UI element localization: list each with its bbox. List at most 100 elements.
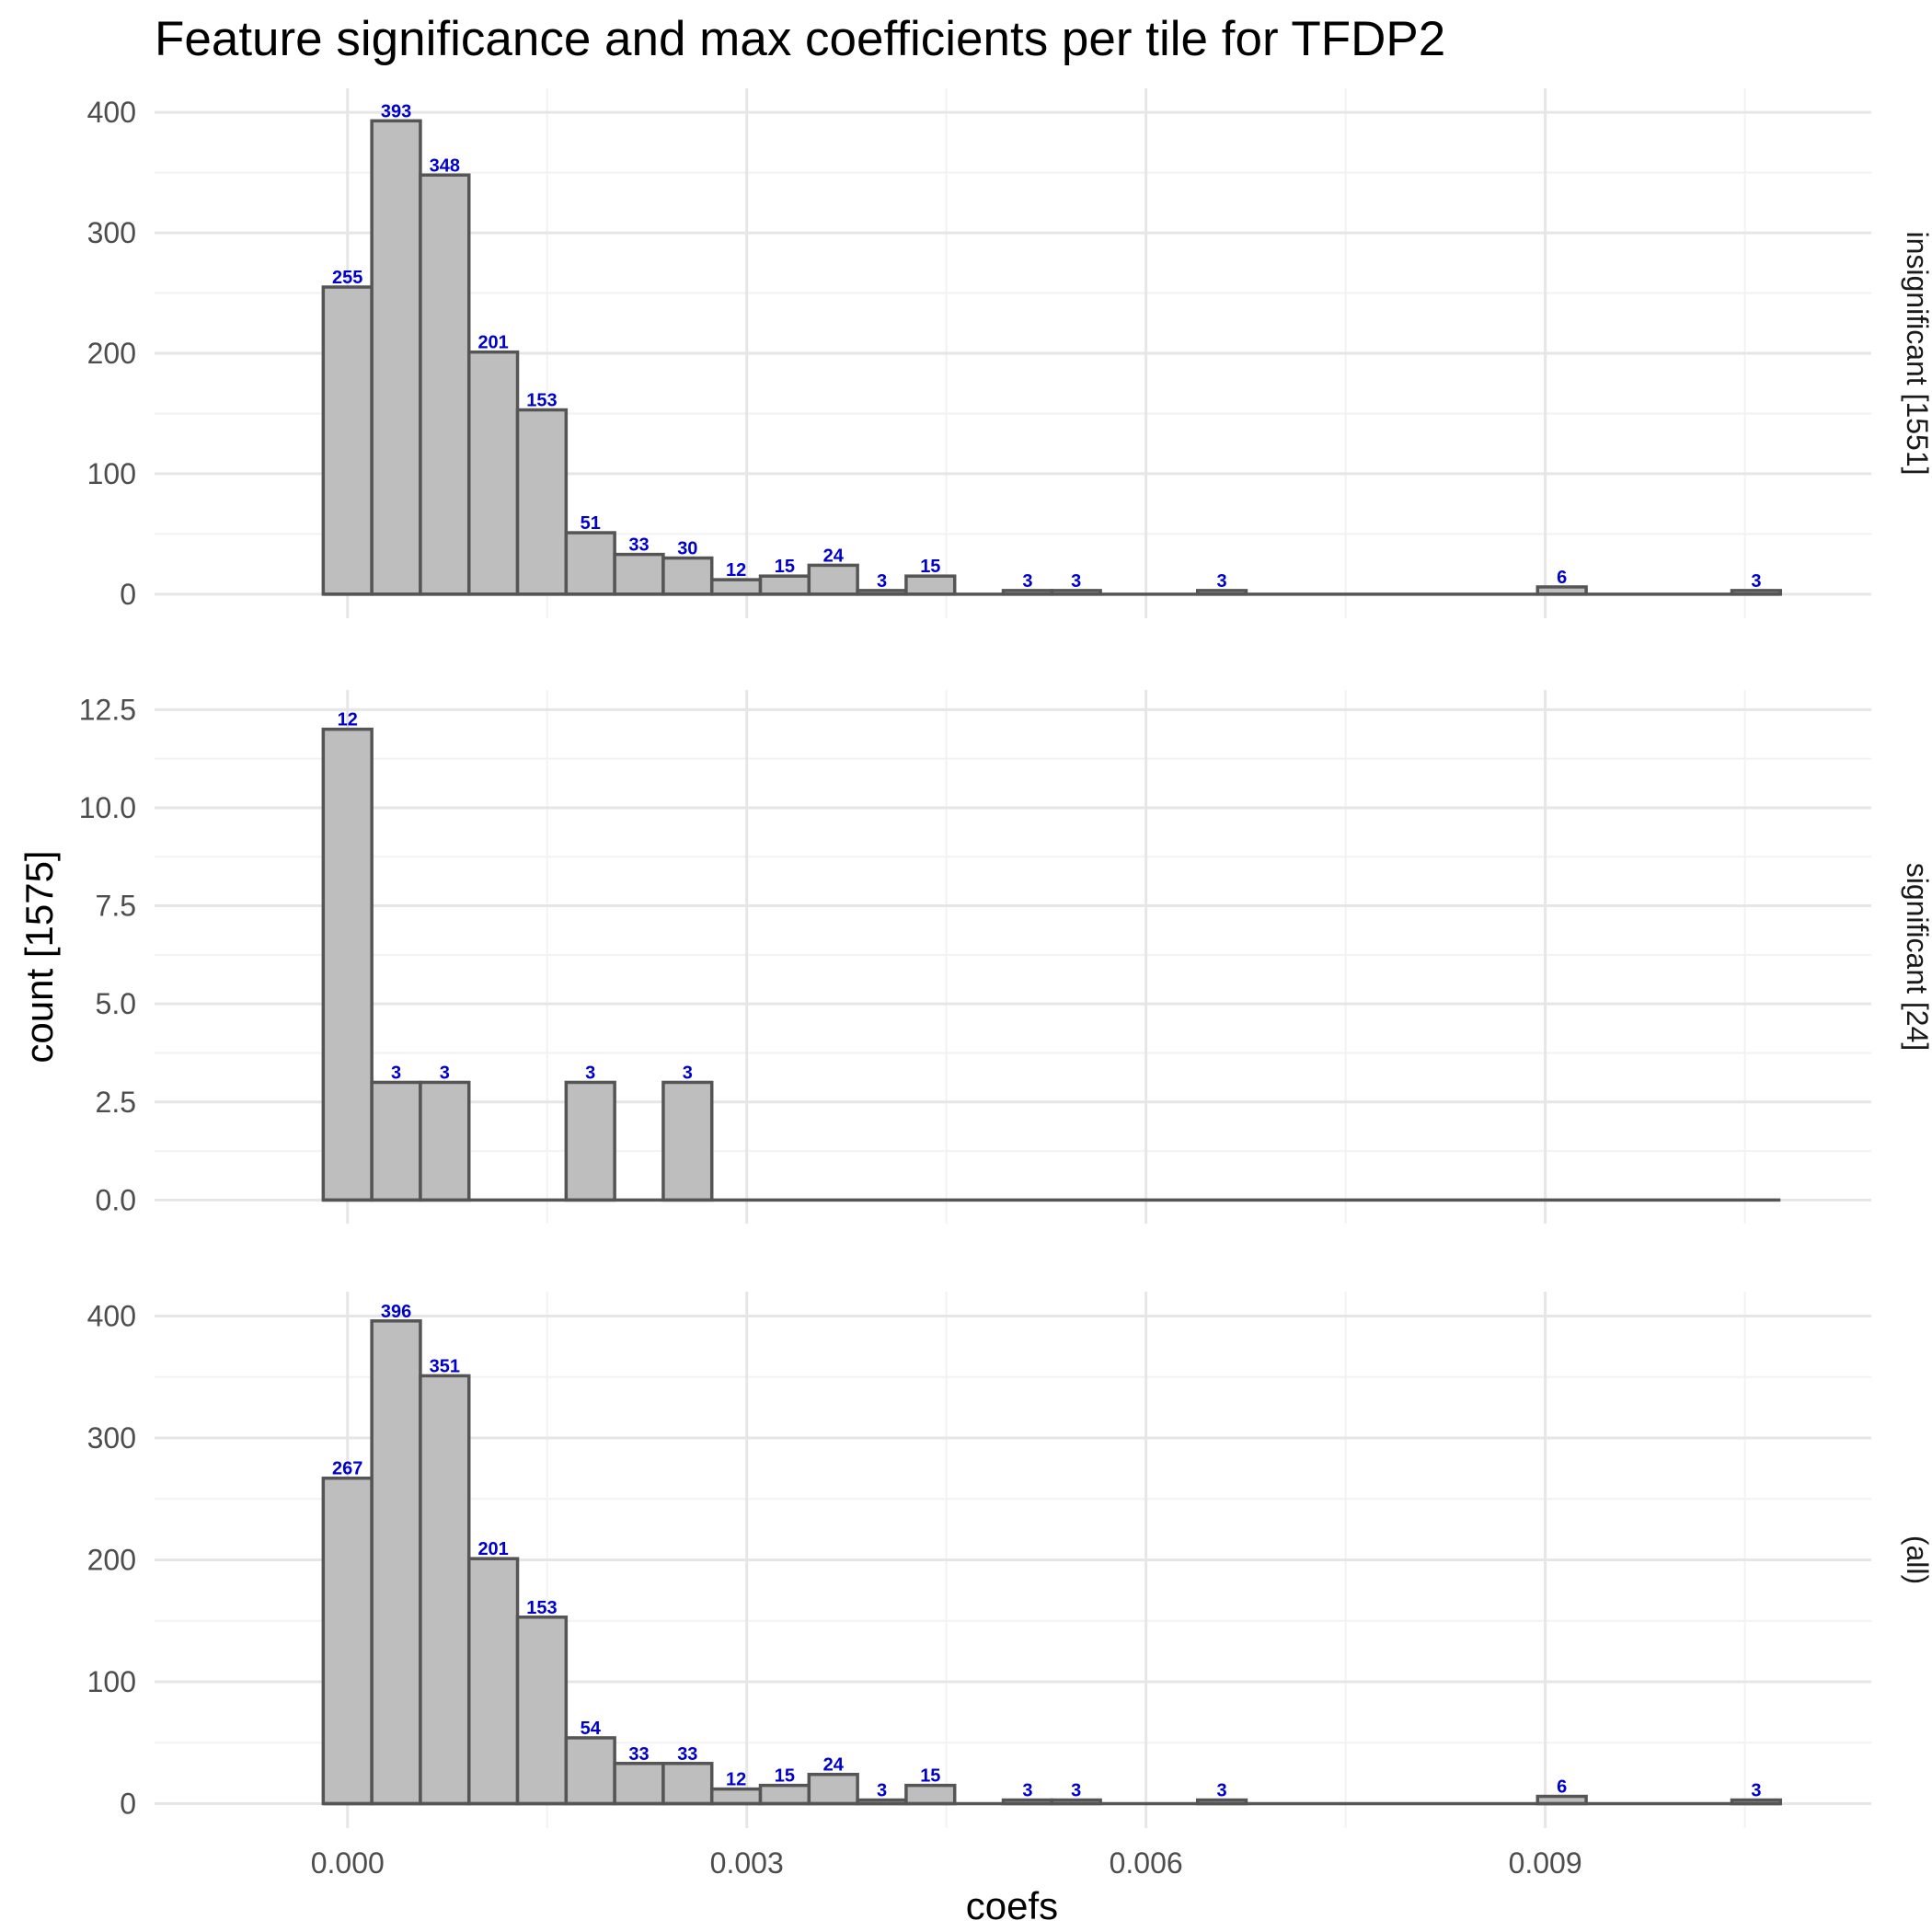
histogram-bar <box>564 1736 616 1806</box>
bar-value-label: 153 <box>526 391 557 411</box>
y-tick-label: 100 <box>87 1665 136 1698</box>
bar-value-label: 348 <box>430 155 460 176</box>
histogram-bar <box>321 285 374 596</box>
histogram-bar <box>807 1772 859 1806</box>
histogram-bar <box>419 173 471 596</box>
bar-value-label: 6 <box>1557 1777 1567 1798</box>
bar-value-label: 15 <box>920 1766 940 1787</box>
histogram-bar <box>370 119 422 596</box>
histogram-bar <box>709 578 763 596</box>
bar-value-label: 3 <box>877 1781 887 1801</box>
bar-value-label: 255 <box>332 268 362 288</box>
histogram-bar <box>904 574 957 596</box>
histogram-bar <box>564 531 616 596</box>
bar-value-label: 33 <box>628 535 649 556</box>
histogram-bar <box>466 350 520 596</box>
facet-strip-label: insignificant [1551] <box>1901 231 1932 475</box>
bar-value-label: 396 <box>381 1302 411 1322</box>
histogram-bar <box>419 1374 471 1806</box>
bar-value-label: 15 <box>920 557 940 577</box>
bar-value-label: 30 <box>677 539 697 559</box>
bar-value-label: 6 <box>1557 568 1567 588</box>
y-tick-label: 5.0 <box>96 987 136 1020</box>
facet-strip-label: (all) <box>1901 1535 1932 1584</box>
bar-value-label: 51 <box>581 513 601 534</box>
histogram-bar <box>807 563 859 596</box>
bar-value-label: 12 <box>726 560 746 581</box>
bar-value-label: 393 <box>381 101 411 121</box>
x-axis-title: coefs <box>966 1884 1058 1927</box>
histogram-bar <box>419 1080 471 1202</box>
y-tick-label: 200 <box>87 337 136 370</box>
histogram-bar <box>321 727 374 1202</box>
histogram-bar <box>613 1762 665 1806</box>
bar-value-label: 3 <box>440 1063 450 1083</box>
bar-value-label: 3 <box>1751 1781 1761 1801</box>
histogram-bar <box>321 1476 374 1806</box>
y-tick-label: 0 <box>120 1788 136 1821</box>
bar-value-label: 3 <box>1022 1781 1032 1801</box>
histogram-bar <box>515 408 569 596</box>
x-tick-label: 0.000 <box>311 1846 385 1880</box>
histogram-bar <box>613 552 665 596</box>
histogram-bar <box>370 1080 422 1202</box>
y-tick-label: 100 <box>87 457 136 490</box>
bar-value-label: 12 <box>726 1770 746 1790</box>
histogram-bar <box>564 1080 616 1202</box>
bar-value-label: 3 <box>1071 571 1081 592</box>
facet-panel-1: 0.0 2.5 5.0 7.5 10.0 12.5 12 3 3 3 3 significant [2… <box>79 690 1932 1224</box>
y-tick-label: 400 <box>87 1300 136 1333</box>
y-tick-label: 10.0 <box>79 791 136 824</box>
y-tick-label: 400 <box>87 96 136 129</box>
histogram-bar <box>515 1616 569 1806</box>
bar-value-label: 201 <box>477 1539 508 1559</box>
chart-title: Feature significance and max coefficient… <box>155 12 1445 66</box>
bar-value-label: 3 <box>683 1063 693 1083</box>
bar-value-label: 3 <box>391 1063 401 1083</box>
bar-value-label: 12 <box>338 710 358 730</box>
histogram-bar <box>466 1557 520 1806</box>
histogram-bar <box>758 1783 811 1806</box>
bar-value-label: 24 <box>823 1755 845 1776</box>
bar-value-label: 54 <box>581 1719 602 1739</box>
bar-value-label: 3 <box>585 1063 595 1083</box>
y-axis-title: count [1575] <box>17 850 61 1063</box>
bar-value-label: 24 <box>823 546 845 566</box>
bar-value-label: 201 <box>477 333 508 353</box>
histogram-bar <box>904 1783 957 1806</box>
y-tick-label: 7.5 <box>96 890 136 923</box>
y-tick-label: 2.5 <box>96 1086 136 1119</box>
bar-value-label: 3 <box>1022 571 1032 592</box>
bar-value-label: 153 <box>526 1598 557 1618</box>
histogram-bar <box>661 1762 714 1806</box>
facet-strip-label: significant [24] <box>1901 863 1932 1052</box>
y-tick-label: 200 <box>87 1544 136 1577</box>
y-tick-label: 0.0 <box>96 1183 136 1216</box>
histogram-bar <box>709 1787 763 1806</box>
bar-value-label: 3 <box>1751 571 1761 592</box>
y-tick-label: 300 <box>87 1421 136 1455</box>
histogram-bar <box>758 574 811 596</box>
bar-value-label: 267 <box>332 1459 362 1479</box>
bar-value-label: 3 <box>1071 1781 1081 1801</box>
bar-value-label: 3 <box>877 571 887 592</box>
bar-value-label: 33 <box>628 1744 649 1765</box>
histogram-bar <box>370 1319 422 1806</box>
bar-value-label: 3 <box>1217 571 1227 592</box>
bar-value-label: 15 <box>775 1766 795 1787</box>
y-tick-label: 0 <box>120 578 136 611</box>
bar-value-label: 3 <box>1217 1781 1227 1801</box>
histogram-bar <box>661 1080 714 1202</box>
y-tick-label: 12.5 <box>79 693 136 726</box>
y-tick-label: 300 <box>87 216 136 249</box>
x-tick-label: 0.003 <box>710 1846 784 1880</box>
histogram-bar <box>661 556 714 596</box>
x-tick-label: 0.009 <box>1509 1846 1582 1880</box>
bar-value-label: 33 <box>677 1744 697 1765</box>
bar-value-label: 15 <box>775 557 795 577</box>
x-tick-label: 0.006 <box>1110 1846 1183 1880</box>
